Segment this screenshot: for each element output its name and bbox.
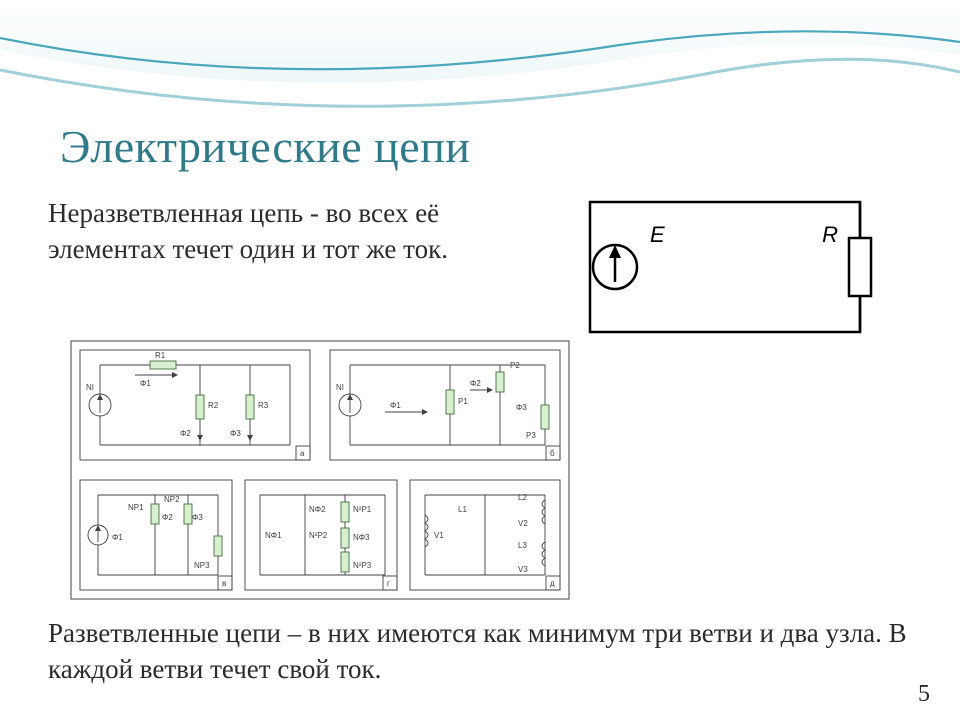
label-e: E	[650, 222, 665, 247]
svg-text:V1: V1	[434, 531, 444, 540]
svg-text:Φ1: Φ1	[390, 401, 401, 410]
svg-text:N²P2: N²P2	[309, 531, 328, 540]
svg-text:NΦ2: NΦ2	[309, 505, 326, 514]
svg-text:Φ3: Φ3	[516, 403, 527, 412]
svg-text:V2: V2	[518, 519, 528, 528]
svg-text:NI: NI	[336, 383, 344, 392]
svg-text:Φ2: Φ2	[162, 513, 173, 522]
svg-text:в: в	[222, 579, 226, 588]
svg-text:NP3: NP3	[194, 561, 210, 570]
svg-text:N²P3: N²P3	[353, 561, 372, 570]
page-number: 5	[918, 681, 930, 708]
svg-text:P3: P3	[526, 431, 536, 440]
svg-text:Φ3: Φ3	[192, 513, 203, 522]
svg-text:R2: R2	[208, 401, 219, 410]
svg-text:Φ1: Φ1	[112, 533, 123, 542]
svg-text:P2: P2	[510, 361, 520, 370]
svg-text:NP2: NP2	[164, 495, 180, 504]
svg-text:NI: NI	[86, 383, 94, 392]
svg-text:б: б	[550, 449, 555, 458]
svg-text:г: г	[387, 579, 390, 588]
branched-circuits-panel: NI R1 R2 R3 Φ1 Φ2 Φ3 а	[70, 340, 570, 605]
svg-text:Φ2: Φ2	[180, 429, 191, 438]
svg-text:NP1: NP1	[128, 503, 144, 512]
svg-text:д: д	[550, 579, 555, 588]
svg-text:L3: L3	[518, 541, 527, 550]
svg-text:R1: R1	[155, 351, 166, 360]
svg-text:Φ2: Φ2	[470, 379, 481, 388]
svg-text:NΦ1: NΦ1	[265, 531, 282, 540]
simple-circuit-diagram: E R	[570, 190, 880, 350]
svg-text:R3: R3	[258, 401, 269, 410]
svg-text:V3: V3	[518, 565, 528, 574]
svg-text:а: а	[300, 449, 305, 458]
svg-text:NΦ3: NΦ3	[353, 533, 370, 542]
slide-title: Электрические цепи	[60, 120, 470, 173]
svg-text:Φ3: Φ3	[230, 429, 241, 438]
paragraph-unbranched: Неразветвленная цепь - во всех её элемен…	[48, 195, 518, 268]
paragraph-branched: Разветвленные цепи – в них имеются как м…	[48, 615, 908, 688]
svg-text:P1: P1	[458, 397, 468, 406]
svg-text:L2: L2	[518, 493, 527, 502]
label-r: R	[822, 222, 838, 247]
svg-text:L1: L1	[458, 505, 467, 514]
svg-text:Φ1: Φ1	[140, 379, 151, 388]
svg-text:N²P1: N²P1	[353, 505, 372, 514]
